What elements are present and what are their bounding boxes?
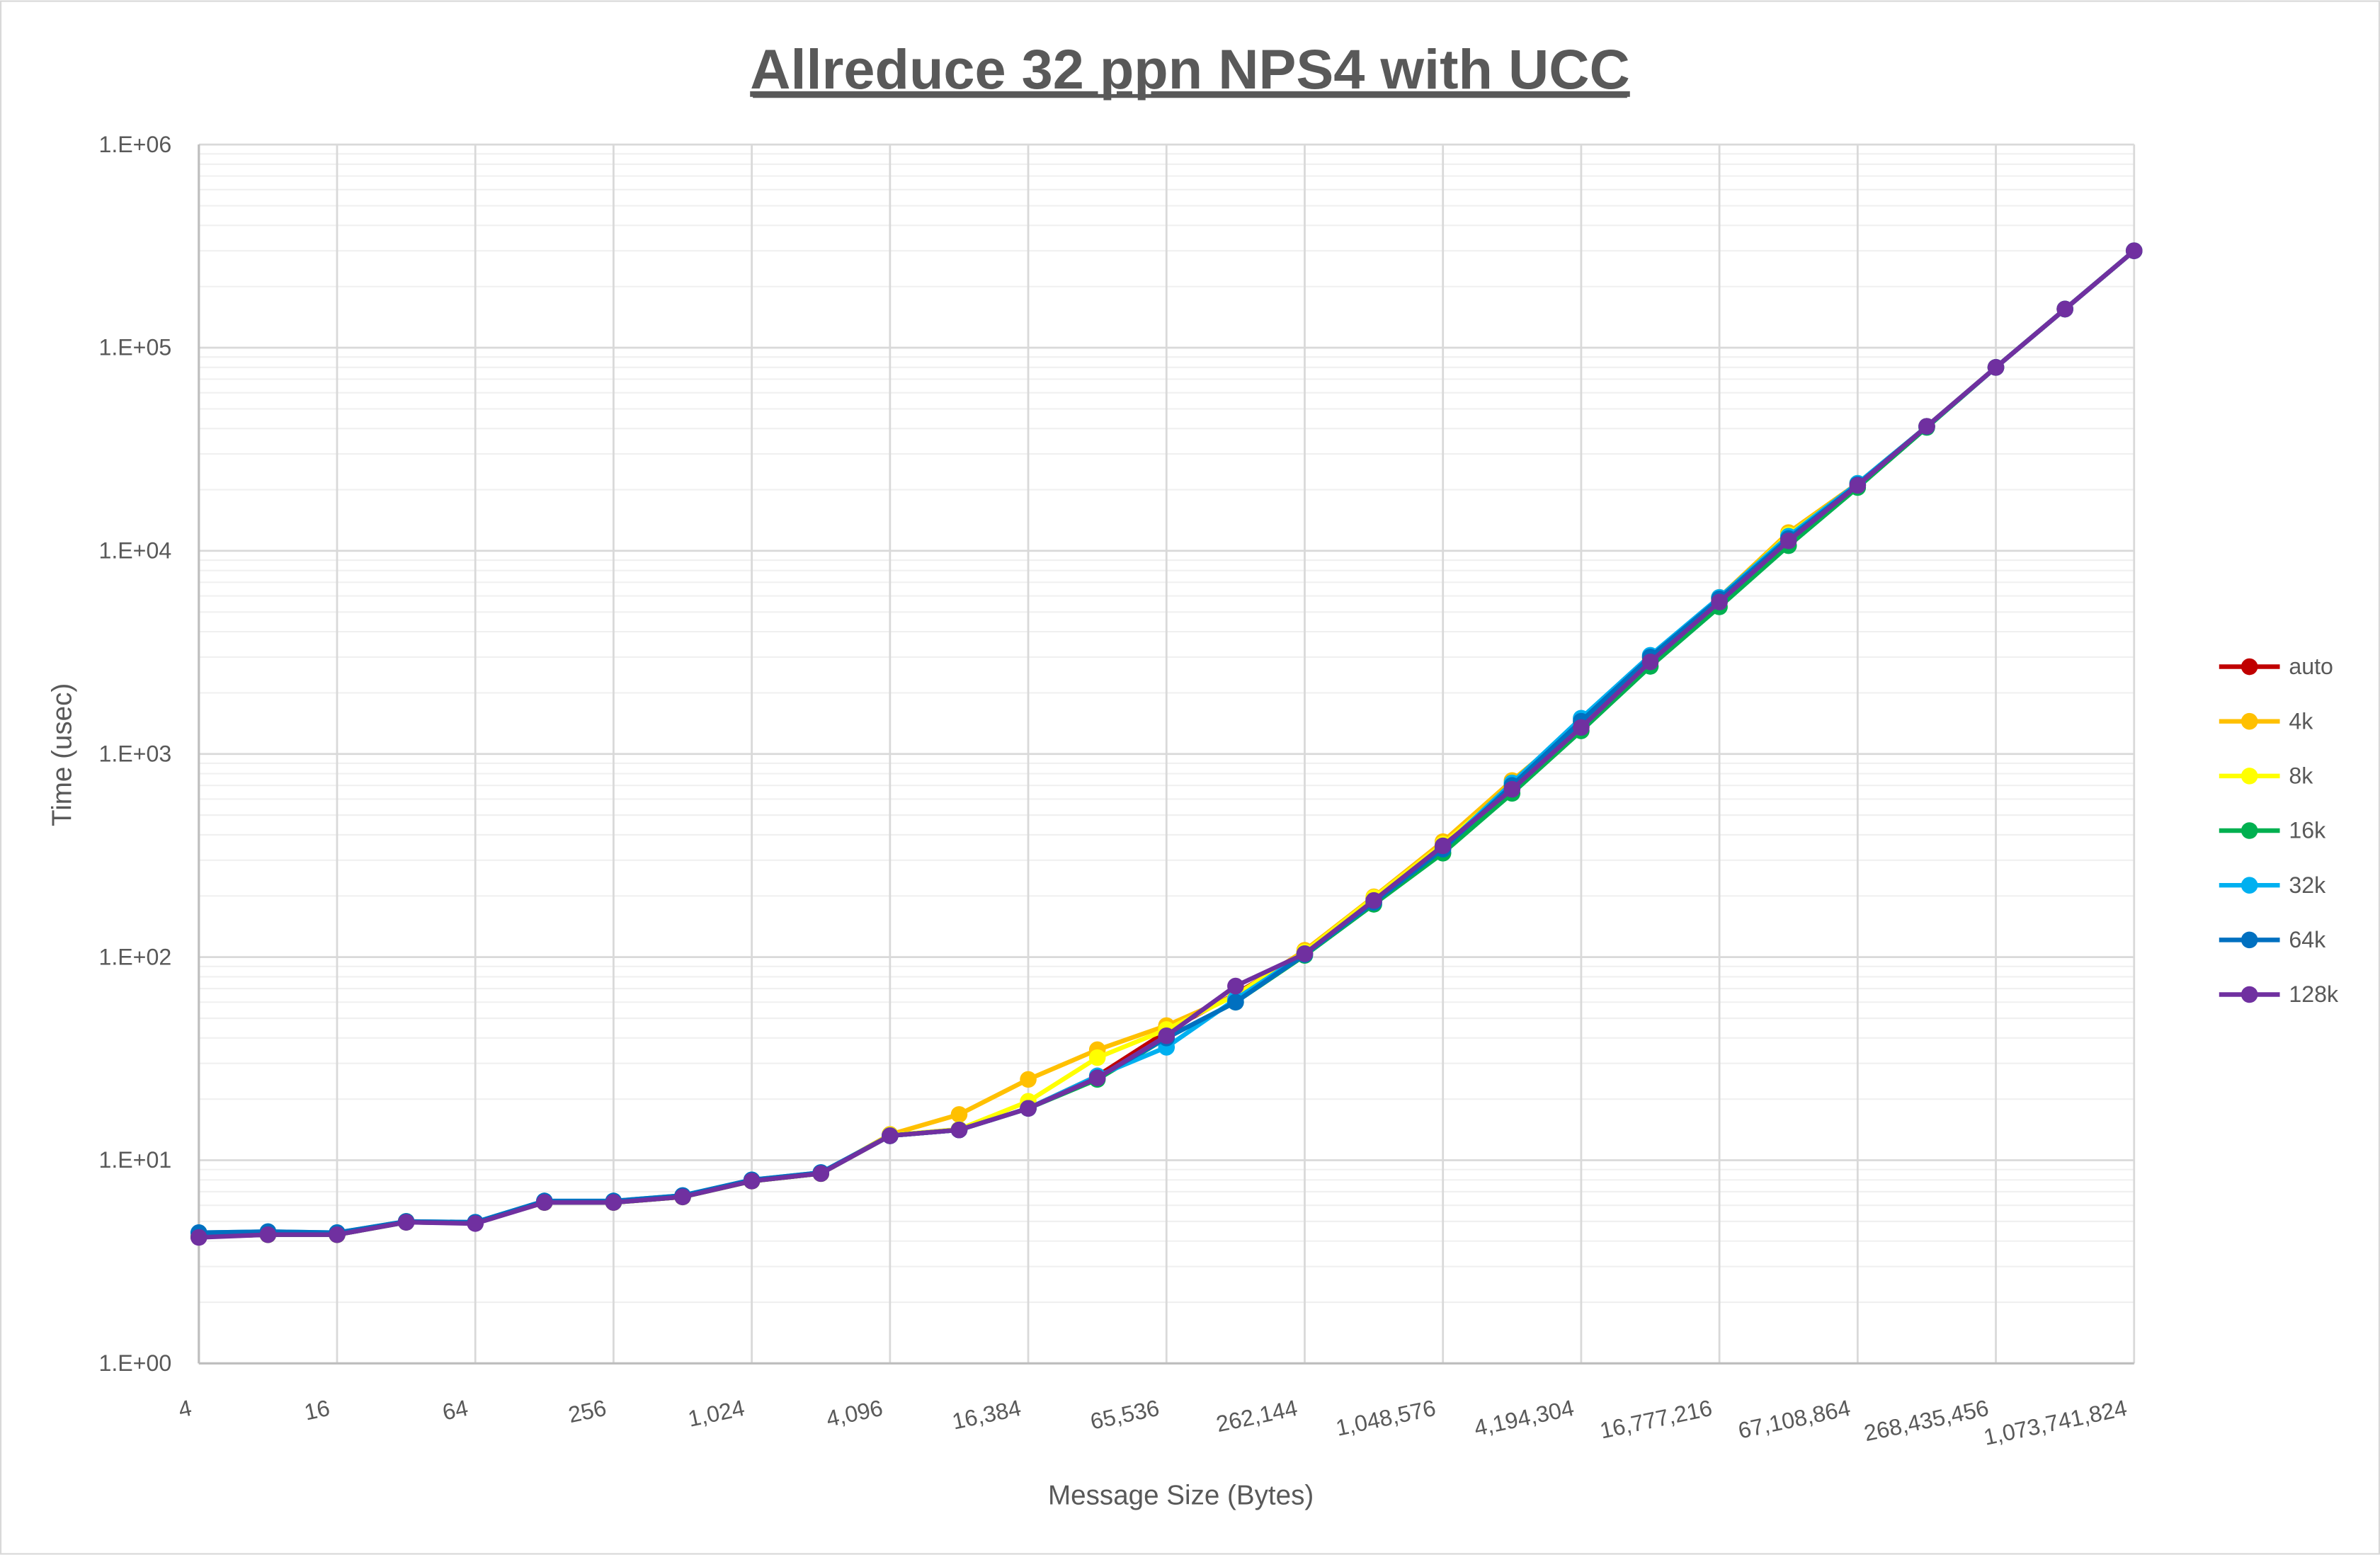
y-tick-label: 1.E+00	[98, 1350, 171, 1376]
chart-title: Allreduce 32 ppn NPS4 with UCC	[750, 38, 1630, 101]
legend-item-16k: 16k	[2219, 818, 2326, 843]
data-point	[1365, 892, 1382, 909]
data-point	[1227, 977, 1244, 995]
data-point	[674, 1188, 691, 1206]
data-point	[1020, 1100, 1037, 1117]
legend-marker	[2240, 712, 2258, 730]
y-axis-ticks: 1.E+00 1.E+01 1.E+02 1.E+03 1.E+04 1.E+05 1.E+…	[98, 132, 171, 1376]
y-tick-label: 1.E+03	[98, 741, 171, 766]
legend-item-128k: 128k	[2219, 981, 2339, 1007]
legend-label: 128k	[2289, 981, 2339, 1007]
data-point	[2125, 242, 2143, 259]
legend-marker	[2240, 986, 2258, 1003]
legend-item-64k: 64k	[2219, 927, 2326, 952]
legend-marker	[2240, 768, 2258, 785]
legend-item-8k: 8k	[2219, 763, 2313, 789]
data-point	[1296, 945, 1314, 962]
data-point	[1918, 418, 1935, 435]
data-point	[1573, 719, 1590, 736]
legend-label: 64k	[2289, 927, 2326, 952]
data-point	[1849, 477, 1867, 494]
data-point	[1987, 359, 2005, 376]
data-point	[1780, 532, 1797, 549]
legend-marker	[2240, 931, 2258, 949]
data-point	[1088, 1049, 1106, 1066]
legend-label: 4k	[2289, 708, 2313, 734]
x-tick-label: 64	[440, 1395, 470, 1425]
x-tick-label: 16	[302, 1395, 331, 1425]
x-axis-label: Message Size (Bytes)	[1048, 1481, 1314, 1511]
data-point	[1641, 653, 1659, 671]
legend: auto 4k 8k 16k 32k 64k 128k	[2219, 654, 2339, 1007]
data-point	[882, 1127, 899, 1144]
data-point	[1503, 780, 1521, 798]
legend-marker	[2240, 658, 2258, 676]
data-point	[1227, 993, 1244, 1011]
legend-item-32k: 32k	[2219, 872, 2326, 898]
legend-item-auto: auto	[2219, 654, 2333, 679]
data-point	[743, 1173, 761, 1190]
series-group	[190, 242, 2143, 1246]
data-point	[812, 1165, 830, 1183]
data-point	[536, 1194, 553, 1211]
legend-label: 8k	[2289, 763, 2313, 789]
series-128k	[190, 242, 2143, 1246]
data-point	[1158, 1027, 1175, 1044]
data-point	[605, 1194, 622, 1211]
data-point	[1020, 1071, 1037, 1088]
data-point	[2056, 300, 2073, 318]
y-axis-label: Time (usec)	[47, 683, 78, 826]
legend-marker	[2240, 822, 2258, 839]
legend-label: auto	[2289, 654, 2333, 679]
y-tick-label: 1.E+06	[98, 132, 171, 157]
legend-label: 32k	[2289, 872, 2326, 898]
data-point	[467, 1215, 484, 1232]
data-point	[950, 1106, 968, 1123]
data-point	[1434, 837, 1452, 855]
legend-label: 16k	[2289, 818, 2326, 843]
legend-marker	[2240, 877, 2258, 894]
data-point	[950, 1121, 968, 1139]
y-tick-label: 1.E+01	[98, 1147, 171, 1173]
data-point	[259, 1226, 277, 1243]
data-point	[190, 1229, 207, 1246]
data-point	[1711, 593, 1728, 610]
y-tick-label: 1.E+05	[98, 335, 171, 360]
data-point	[1088, 1069, 1106, 1087]
legend-item-4k: 4k	[2219, 708, 2313, 734]
data-point	[397, 1214, 415, 1231]
data-point	[329, 1226, 346, 1243]
y-tick-label: 1.E+04	[98, 538, 171, 564]
y-tick-label: 1.E+02	[98, 944, 171, 969]
